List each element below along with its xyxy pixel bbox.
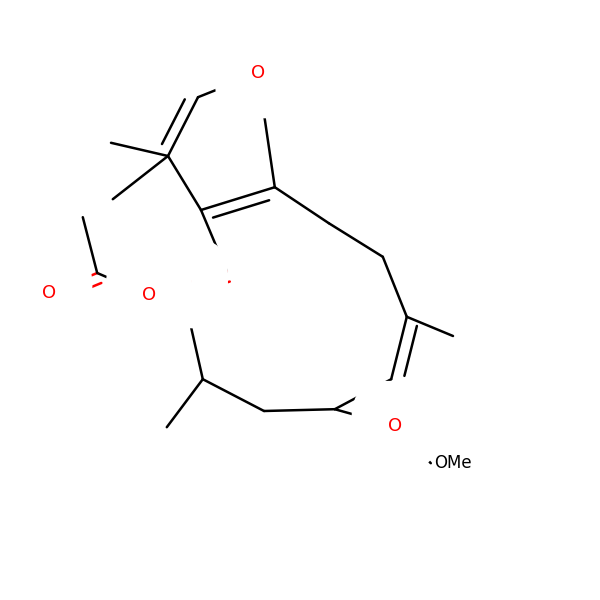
Text: O: O <box>251 64 265 82</box>
Text: O: O <box>142 286 156 304</box>
Text: OMe: OMe <box>434 454 472 472</box>
Text: O: O <box>388 417 402 435</box>
Text: O: O <box>42 284 56 302</box>
Text: O: O <box>178 274 192 292</box>
